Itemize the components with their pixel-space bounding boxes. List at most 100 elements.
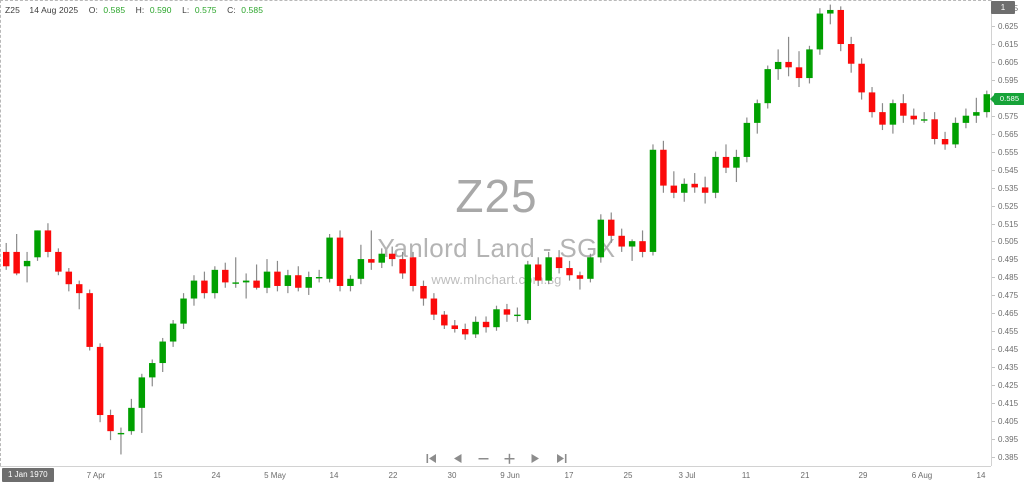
go-to-start-button[interactable] [425, 452, 438, 465]
candlestick [816, 8, 824, 55]
candlestick [305, 271, 312, 295]
time-axis-tick-label: 25 [623, 471, 633, 480]
price-axis[interactable]: 0.6350.6250.6150.6050.5950.5850.5750.565… [990, 0, 1024, 466]
candlestick [660, 140, 667, 193]
corner-count-badge-label: 1 [1000, 3, 1006, 12]
candlestick [827, 4, 834, 25]
candlestick [618, 228, 625, 252]
candlestick-body [920, 119, 928, 121]
price-axis-tick: 0.555 [992, 147, 1024, 158]
zoom-in-button[interactable] [503, 452, 516, 465]
chart-plot-area[interactable]: Z25 Yanlord Land - SGX www.mlnchart.com.… [0, 0, 991, 466]
quote-open-value: 0.585 [103, 5, 126, 15]
time-axis-tick-label: 11 [741, 471, 751, 480]
candlestick [107, 409, 114, 441]
candlestick-body [649, 149, 657, 252]
candlestick-body [169, 323, 177, 342]
candlestick-body [159, 341, 166, 364]
quote-open-label: O: [88, 5, 98, 15]
candlestick [430, 293, 438, 321]
candlestick [180, 293, 187, 329]
candlestick-body [764, 69, 771, 104]
price-axis-tick: 0.405 [992, 416, 1024, 427]
candlestick [388, 246, 396, 267]
candlestick-body [336, 237, 344, 286]
candlestick-body [931, 119, 938, 140]
candlestick-body [743, 122, 751, 157]
candlestick [378, 248, 385, 269]
candlestick-body [618, 235, 625, 247]
zoom-out-button[interactable] [477, 452, 490, 465]
candlestick-body [973, 112, 980, 116]
price-axis-tick: 0.485 [992, 272, 1024, 283]
chart-navigation-toolbar[interactable] [1, 449, 991, 466]
price-axis-tick-mark [992, 116, 995, 117]
time-axis-tick-label: 24 [211, 471, 221, 480]
candlestick [482, 316, 490, 333]
candlestick-body [388, 253, 396, 260]
candlestick-body [910, 115, 917, 120]
current-price-badge: 0.585 [990, 92, 1024, 105]
candlestick-body [180, 298, 187, 324]
candlestick-body [2, 251, 10, 267]
candlestick-body [274, 271, 281, 286]
candlestick [931, 112, 938, 145]
candlestick-body [263, 271, 271, 288]
price-axis-tick: 0.535 [992, 183, 1024, 194]
candlestick-body [201, 280, 208, 294]
price-axis-tick-mark [992, 259, 995, 261]
candlestick [941, 131, 949, 150]
candlestick [420, 280, 427, 306]
quote-header: Z25 14 Aug 2025 O: 0.585 H: 0.590 L: 0.5… [5, 4, 271, 16]
price-axis-tick-label: 0.525 [998, 201, 1019, 211]
candlestick-body [566, 268, 573, 276]
candlestick [983, 90, 991, 118]
time-axis-tick-label: 15 [153, 471, 163, 480]
candlestick-body [733, 156, 740, 168]
price-axis-tick-label: 0.575 [998, 112, 1019, 121]
candlestick-body [149, 363, 156, 378]
candlestick-body [409, 257, 417, 286]
candlestick-body [441, 314, 448, 326]
price-axis-tick-label: 0.425 [998, 380, 1019, 390]
time-axis-tick-label: 6 Aug [911, 471, 933, 480]
candlestick [368, 230, 375, 270]
price-axis-tick-mark [992, 223, 995, 225]
go-to-end-button[interactable] [555, 452, 568, 465]
candlestick-body [96, 346, 104, 416]
candlestick-body [242, 280, 250, 283]
candlestick [524, 260, 532, 324]
price-axis-tick: 0.575 [992, 111, 1024, 122]
price-axis-tick-mark [992, 44, 995, 46]
candlestick [858, 58, 865, 100]
candlestick [451, 320, 459, 333]
candlestick-body [190, 280, 198, 299]
price-axis-tick-label: 0.605 [998, 58, 1019, 68]
candlestick-body [774, 61, 782, 70]
candlestick-body [357, 259, 365, 279]
price-axis-tick-mark [992, 349, 995, 350]
candlestick-body [534, 264, 542, 281]
candlestick [889, 99, 897, 134]
price-axis-tick: 0.625 [992, 21, 1024, 32]
step-forward-button[interactable] [529, 452, 542, 465]
price-axis-tick-mark [992, 456, 995, 458]
candlestick-body [451, 325, 459, 329]
candlestick [159, 337, 166, 373]
candlestick [576, 271, 584, 290]
price-axis-tick-mark [992, 26, 995, 28]
step-back-button[interactable] [451, 452, 464, 465]
candlestick [336, 230, 344, 292]
price-axis-tick: 0.465 [992, 308, 1024, 319]
candlestick-body [461, 328, 469, 335]
price-axis-tick-mark [992, 402, 995, 404]
candlestick-body [55, 251, 62, 272]
price-axis-tick: 0.515 [992, 219, 1024, 230]
candlestick [566, 260, 573, 281]
candlestick [461, 323, 469, 340]
candlestick-body [482, 321, 490, 328]
candlestick [628, 239, 636, 261]
candlestick-body [368, 259, 375, 263]
